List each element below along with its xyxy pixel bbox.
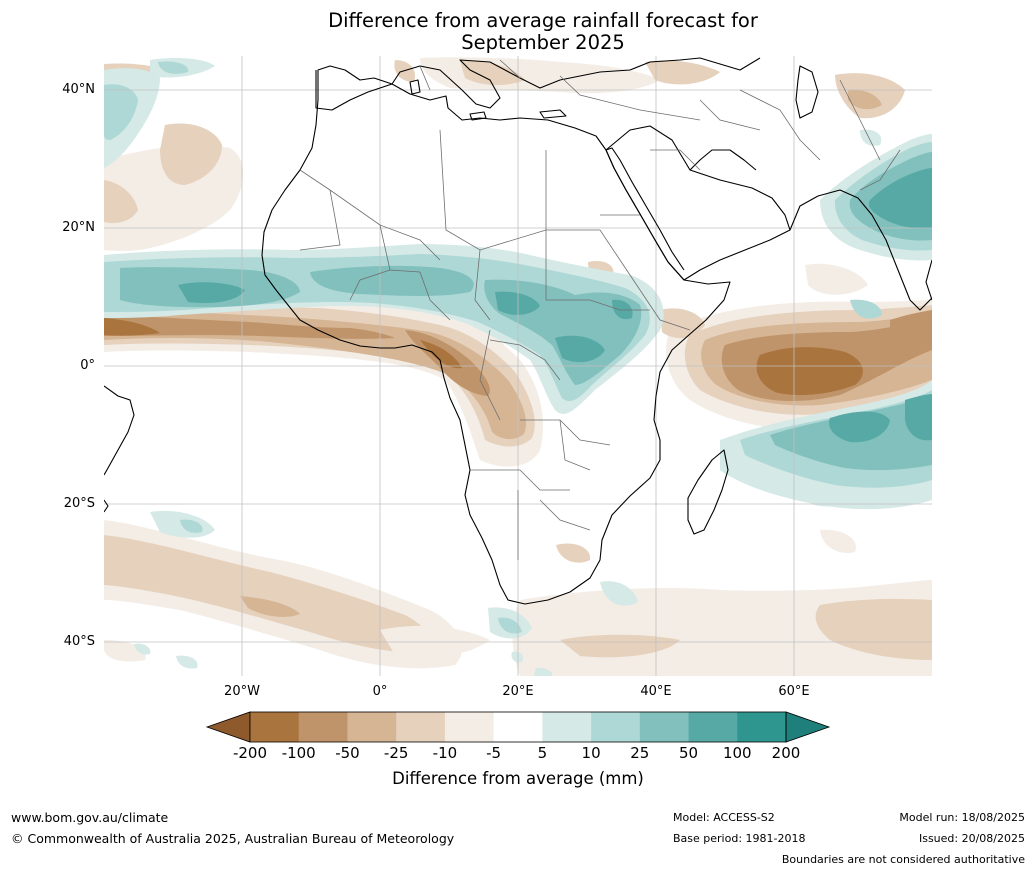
- colorbar-tick-label: -200: [232, 744, 268, 762]
- colorbar-segment: [688, 712, 738, 742]
- lat-label-20n: 20°N: [62, 220, 95, 235]
- lat-label-20s: 20°S: [63, 496, 95, 511]
- colorbar-tick-label: -50: [335, 744, 360, 762]
- copyright-text: © Commonwealth of Australia 2025, Austra…: [11, 831, 455, 846]
- colorbar-tick-label: 200: [771, 744, 801, 762]
- coastlines: [104, 57, 932, 605]
- colorbar-segment: [737, 712, 787, 742]
- lon-label-0: 0°: [372, 684, 388, 699]
- title-line-2: September 2025: [461, 31, 625, 54]
- colorbar: [205, 711, 831, 743]
- wet-anomaly-fields: [104, 58, 932, 676]
- colorbar-segment: [542, 712, 592, 742]
- lon-label-40e: 40°E: [640, 684, 672, 699]
- website-link[interactable]: www.bom.gov.au/climate: [11, 810, 169, 825]
- lon-label-20e: 20°E: [502, 684, 534, 699]
- colorbar-tick-label: -10: [432, 744, 458, 762]
- map-plot-area: [104, 56, 932, 676]
- colorbar-segment: [298, 712, 348, 742]
- model-name: Model: ACCESS-S2: [673, 811, 775, 824]
- colorbar-tick-label: -5: [486, 744, 502, 762]
- colorbar-tick-label: -25: [383, 744, 409, 762]
- colorbar-tick-label: -100: [281, 744, 316, 762]
- title-line-1: Difference from average rainfall forecas…: [328, 9, 758, 32]
- colorbar-segment: [396, 712, 446, 742]
- lat-label-0: 0°: [80, 358, 95, 373]
- lon-label-20w: 20°W: [224, 684, 260, 699]
- colorbar-label: Difference from average (mm): [392, 769, 644, 788]
- colorbar-frame: [249, 711, 787, 743]
- colorbar-arrow-low: [205, 711, 251, 743]
- colorbar-tick-label: 25: [630, 744, 650, 762]
- colorbar-segment: [444, 712, 495, 742]
- colorbar-arrow-high: [785, 711, 831, 743]
- issued-date: Issued: 20/08/2025: [918, 832, 1025, 845]
- colorbar-segment: [493, 712, 543, 742]
- colorbar-tick-label: 50: [678, 744, 699, 762]
- colorbar-tick-label: 100: [722, 744, 752, 762]
- colorbar-segment: [591, 712, 641, 742]
- lat-label-40n: 40°N: [62, 82, 95, 97]
- lat-label-40s: 40°S: [63, 634, 95, 649]
- map-title: Difference from average rainfall forecas…: [0, 10, 1035, 54]
- colorbar-tick-label: 10: [581, 744, 601, 762]
- country-borders: [299, 59, 901, 560]
- base-period: Base period: 1981-2018: [673, 832, 806, 845]
- boundaries-disclaimer: Boundaries are not considered authoritat…: [781, 853, 1025, 866]
- colorbar-tick-label: 5: [537, 744, 548, 762]
- model-run: Model run: 18/08/2025: [899, 811, 1025, 824]
- colorbar-segment: [250, 712, 300, 742]
- lon-label-60e: 60°E: [778, 684, 810, 699]
- dry-anomaly-fields: [104, 57, 932, 676]
- graticule: [104, 56, 932, 676]
- colorbar-segment: [347, 712, 397, 742]
- colorbar-segment: [639, 712, 690, 742]
